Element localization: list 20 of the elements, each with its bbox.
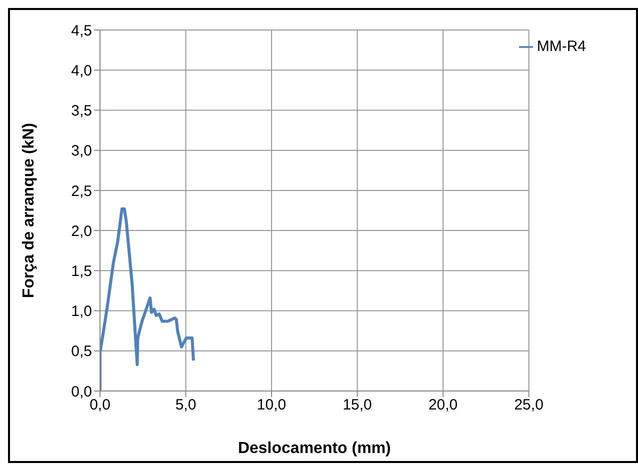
- y-tick-label: 1,0: [71, 303, 92, 320]
- y-tick-label: 2,0: [71, 222, 92, 240]
- x-tick-label: 0,0: [90, 396, 110, 414]
- y-tick-label: 4,0: [71, 62, 92, 80]
- y-tick-label: 4,5: [71, 22, 92, 40]
- y-tick-label: 1,5: [71, 262, 92, 280]
- x-tick-label: 15,0: [342, 396, 372, 414]
- y-axis-title: Força de arranque (kN): [20, 122, 38, 298]
- y-tick-label: 2,5: [71, 182, 92, 200]
- line-series: [100, 207, 195, 391]
- y-tick-label: 0,0: [71, 383, 92, 400]
- x-tick-label: 25,0: [514, 396, 544, 414]
- x-tick-label: 5,0: [175, 396, 196, 414]
- y-tick-label: 0,5: [71, 343, 92, 360]
- legend-label: MM-R4: [536, 38, 586, 55]
- y-tick-label: 3,5: [71, 102, 92, 120]
- x-tick-label: 10,0: [256, 396, 286, 414]
- x-tick-label: 20,0: [428, 396, 458, 414]
- x-axis-title: Deslocamento (mm): [238, 440, 391, 457]
- y-tick-label: 3,0: [71, 142, 92, 160]
